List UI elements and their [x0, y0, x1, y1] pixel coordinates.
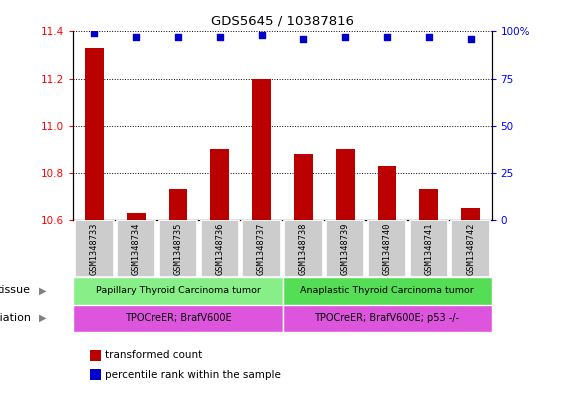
Text: TPOCreER; BrafV600E: TPOCreER; BrafV600E: [125, 313, 231, 323]
Text: GSM1348735: GSM1348735: [173, 222, 182, 275]
Point: [132, 34, 141, 40]
Bar: [284, 220, 323, 277]
Point: [466, 36, 475, 42]
Bar: [210, 149, 229, 220]
Text: GSM1348742: GSM1348742: [466, 222, 475, 275]
Text: GSM1348741: GSM1348741: [424, 222, 433, 275]
Text: genotype/variation: genotype/variation: [0, 313, 31, 323]
Text: GSM1348733: GSM1348733: [90, 222, 99, 275]
Text: GSM1348734: GSM1348734: [132, 222, 141, 275]
Title: GDS5645 / 10387816: GDS5645 / 10387816: [211, 15, 354, 28]
Point: [424, 34, 433, 40]
Bar: [73, 277, 282, 305]
Bar: [85, 48, 104, 220]
Point: [215, 34, 224, 40]
Bar: [127, 213, 146, 220]
Bar: [73, 305, 282, 332]
Text: GSM1348739: GSM1348739: [341, 222, 350, 275]
Bar: [419, 189, 438, 220]
Bar: [117, 220, 155, 277]
Bar: [336, 149, 355, 220]
Point: [173, 34, 182, 40]
Bar: [451, 220, 490, 277]
Point: [299, 36, 308, 42]
Bar: [461, 208, 480, 220]
Text: ▶: ▶: [38, 313, 46, 323]
Text: GSM1348740: GSM1348740: [383, 222, 392, 275]
Text: TPOCreER; BrafV600E; p53 -/-: TPOCreER; BrafV600E; p53 -/-: [315, 313, 459, 323]
Text: percentile rank within the sample: percentile rank within the sample: [105, 370, 281, 380]
Text: Anaplastic Thyroid Carcinoma tumor: Anaplastic Thyroid Carcinoma tumor: [300, 286, 474, 295]
Bar: [168, 189, 188, 220]
Text: Papillary Thyroid Carcinoma tumor: Papillary Thyroid Carcinoma tumor: [95, 286, 260, 295]
Point: [257, 32, 266, 39]
Bar: [75, 220, 114, 277]
Text: ▶: ▶: [38, 285, 46, 296]
Point: [341, 34, 350, 40]
Text: transformed count: transformed count: [105, 350, 202, 360]
Bar: [377, 166, 397, 220]
Bar: [368, 220, 406, 277]
Bar: [294, 154, 313, 220]
Point: [90, 30, 99, 37]
Bar: [242, 220, 281, 277]
Bar: [159, 220, 197, 277]
Bar: [201, 220, 239, 277]
Text: tissue: tissue: [0, 285, 31, 296]
Text: GSM1348736: GSM1348736: [215, 222, 224, 275]
Text: GSM1348738: GSM1348738: [299, 222, 308, 275]
Bar: [90, 369, 101, 380]
Text: GSM1348737: GSM1348737: [257, 222, 266, 275]
Bar: [282, 305, 492, 332]
Point: [383, 34, 392, 40]
Bar: [410, 220, 448, 277]
Bar: [282, 277, 492, 305]
Bar: [90, 350, 101, 361]
Bar: [252, 79, 271, 220]
Bar: [326, 220, 364, 277]
